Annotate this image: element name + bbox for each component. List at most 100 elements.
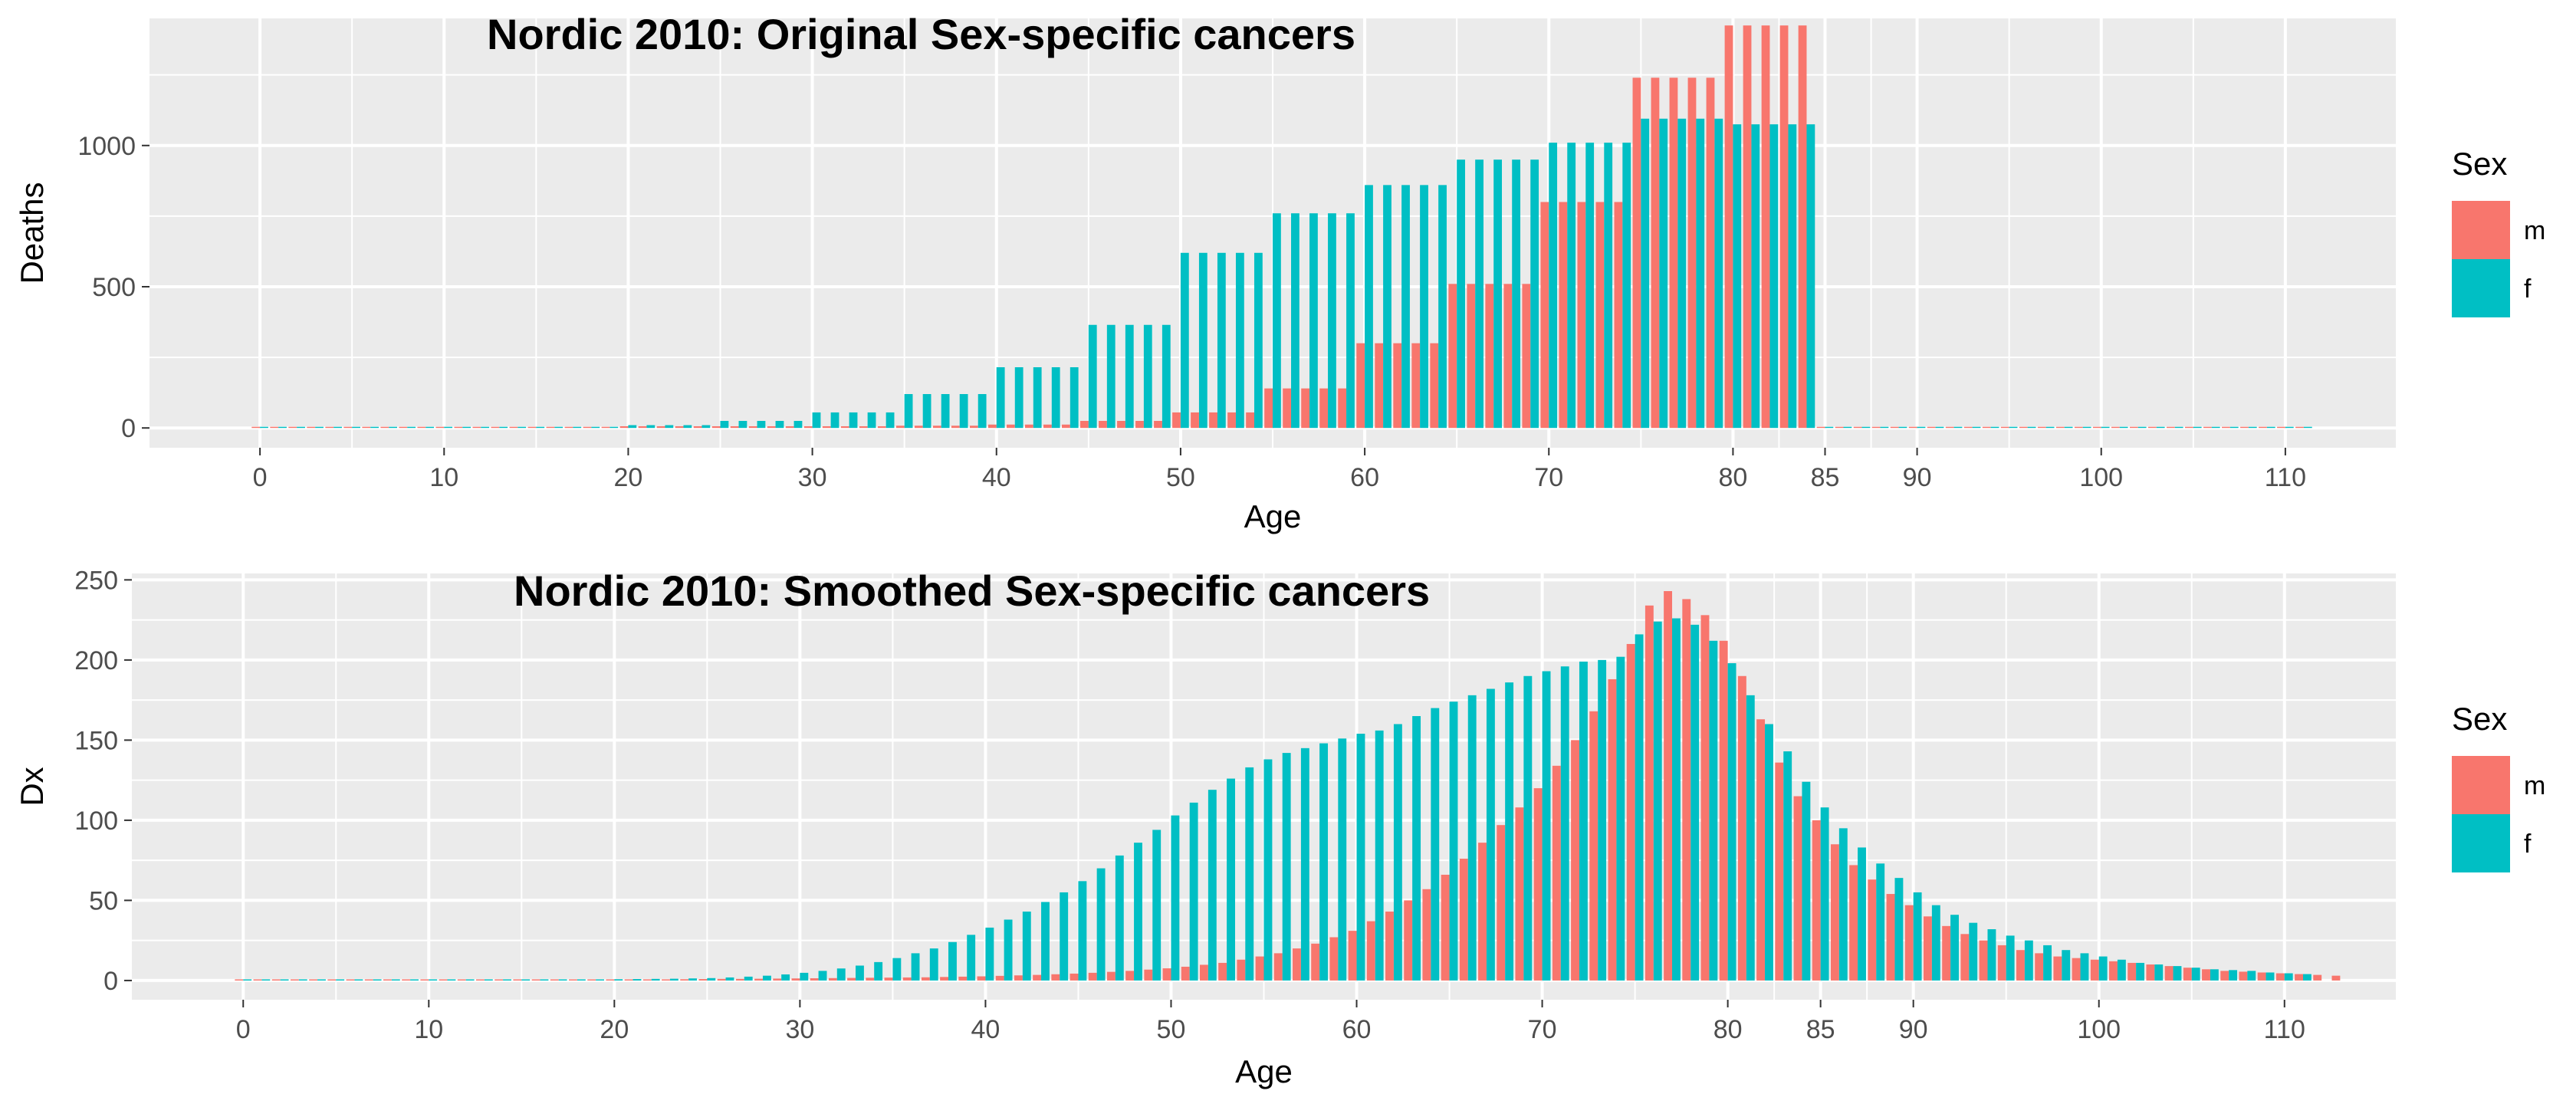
smoothed-bar-f-age-37 <box>929 948 938 981</box>
smoothed-bar-f-age-4 <box>317 979 326 981</box>
original-bar-m-age-34 <box>877 426 886 429</box>
smoothed-y-tick-label: 0 <box>104 967 118 996</box>
smoothed-bar-f-age-76 <box>1653 621 1662 981</box>
smoothed-bar-m-age-1 <box>253 979 262 981</box>
original-bar-f-age-70 <box>1549 143 1558 429</box>
smoothed-bar-m-age-4 <box>309 979 318 981</box>
original-bar-f-age-76 <box>1659 118 1668 429</box>
smoothed-bar-f-age-7 <box>373 979 382 981</box>
original-bar-f-age-63 <box>1420 185 1428 429</box>
smoothed-bar-m-age-110 <box>2275 973 2285 981</box>
original-bar-m-age-103 <box>2147 426 2157 429</box>
smoothed-bar-m-age-82 <box>1756 719 1766 981</box>
smoothed-bar-m-age-100 <box>2090 959 2099 981</box>
original-bar-f-age-97 <box>2045 426 2055 429</box>
smoothed-bar-f-age-84 <box>1802 781 1811 981</box>
original-bar-f-age-65 <box>1457 159 1465 429</box>
original-bar-m-age-0 <box>251 426 261 429</box>
original-bar-m-age-48 <box>1135 421 1144 429</box>
original-bar-f-age-68 <box>1512 159 1521 429</box>
smoothed-bar-f-age-9 <box>410 979 419 981</box>
smoothed-bar-f-age-48 <box>1134 843 1142 981</box>
original-bar-f-age-56 <box>1291 213 1300 429</box>
original-bar-m-age-41 <box>1006 424 1015 429</box>
original-bar-f-age-6 <box>370 426 380 429</box>
original-bar-m-age-85 <box>1816 426 1825 429</box>
original-bar-m-age-35 <box>895 426 905 429</box>
smoothed-bar-m-age-30 <box>791 978 800 981</box>
smoothed-bar-m-age-48 <box>1125 971 1135 981</box>
smoothed-bar-f-age-72 <box>1579 661 1588 981</box>
smoothed-bar-f-age-64 <box>1431 708 1440 981</box>
original-bar-f-age-104 <box>2174 426 2183 429</box>
smoothed-bar-m-age-60 <box>1348 931 1357 981</box>
smoothed-bar-m-age-44 <box>1051 974 1060 981</box>
original-chart-title: Nordic 2010: Original Sex-specific cance… <box>487 10 1355 58</box>
smoothed-bar-m-age-79 <box>1700 615 1710 981</box>
smoothed-bar-m-age-28 <box>754 978 763 981</box>
smoothed-bar-f-age-50 <box>1171 815 1180 981</box>
original-bar-m-age-101 <box>2111 426 2120 429</box>
smoothed-bar-m-age-42 <box>1014 975 1023 981</box>
original-bar-f-age-72 <box>1585 143 1595 429</box>
smoothed-bar-m-age-108 <box>2239 971 2248 981</box>
original-bar-m-age-54 <box>1246 412 1254 429</box>
smoothed-bar-m-age-68 <box>1497 825 1506 981</box>
original-bar-m-age-70 <box>1540 202 1549 429</box>
original-bar-f-age-31 <box>830 412 840 429</box>
original-bar-f-age-54 <box>1254 252 1263 429</box>
original-bar-m-age-66 <box>1467 284 1476 429</box>
smoothed-bar-m-age-46 <box>1088 972 1097 981</box>
smoothed-bar-f-age-49 <box>1152 830 1162 981</box>
smoothed-bar-m-age-97 <box>2035 953 2044 981</box>
smoothed-bar-f-age-91 <box>1931 905 1940 981</box>
original-bar-f-age-78 <box>1696 118 1705 429</box>
smoothed-bar-m-age-16 <box>531 979 540 981</box>
original-bar-m-age-9 <box>417 426 426 429</box>
original-bar-f-age-71 <box>1567 143 1576 429</box>
smoothed-bar-f-age-20 <box>614 979 623 981</box>
smoothed-y-tick-label: 150 <box>74 726 118 755</box>
original-bar-f-age-26 <box>738 421 748 429</box>
smoothed-bar-m-age-87 <box>1849 865 1858 981</box>
smoothed-bar-f-age-88 <box>1876 863 1885 981</box>
original-bar-f-age-0 <box>260 426 268 429</box>
original-bar-f-age-5 <box>352 426 360 429</box>
smoothed-bar-f-age-55 <box>1263 759 1273 981</box>
smoothed-bar-f-age-103 <box>2154 964 2164 981</box>
smoothed-bar-m-age-80 <box>1719 640 1728 981</box>
original-x-tick-label: 20 <box>614 463 643 492</box>
smoothed-bar-f-age-92 <box>1950 915 1959 981</box>
smoothed-bar-m-age-2 <box>271 979 281 981</box>
original-bar-m-age-13 <box>491 426 500 429</box>
smoothed-bar-f-age-24 <box>688 978 698 981</box>
smoothed-bar-m-age-22 <box>642 979 652 981</box>
original-legend-label-m: m <box>2524 216 2545 245</box>
original-bar-f-age-67 <box>1493 159 1503 429</box>
smoothed-bar-m-age-71 <box>1552 765 1561 981</box>
original-bar-m-age-29 <box>785 426 794 429</box>
smoothed-bar-m-age-34 <box>866 978 875 981</box>
original-bar-m-age-4 <box>325 426 334 429</box>
original-y-tick-label: 0 <box>121 414 136 443</box>
smoothed-bar-m-age-0 <box>235 979 244 981</box>
original-bar-f-age-83 <box>1788 124 1797 429</box>
smoothed-bar-m-age-104 <box>2164 966 2174 981</box>
smoothed-legend-label-m: m <box>2524 771 2545 800</box>
original-bar-m-age-19 <box>601 426 610 429</box>
original-x-tick-label: 60 <box>1350 463 1379 492</box>
original-bar-f-age-24 <box>702 425 711 429</box>
original-bar-m-age-51 <box>1191 412 1199 429</box>
original-bar-f-age-77 <box>1677 118 1687 429</box>
smoothed-bar-f-age-60 <box>1356 734 1365 981</box>
smoothed-bar-f-age-38 <box>948 941 957 981</box>
smoothed-bar-m-age-53 <box>1218 962 1227 981</box>
original-legend: Sex m f <box>2452 146 2545 317</box>
original-bar-m-age-43 <box>1043 424 1052 429</box>
original-bar-m-age-64 <box>1430 343 1439 429</box>
smoothed-bar-f-age-73 <box>1598 659 1607 981</box>
original-bar-f-age-8 <box>407 426 416 429</box>
smoothed-bar-f-age-40 <box>985 927 994 981</box>
original-bar-f-age-98 <box>2064 426 2073 429</box>
